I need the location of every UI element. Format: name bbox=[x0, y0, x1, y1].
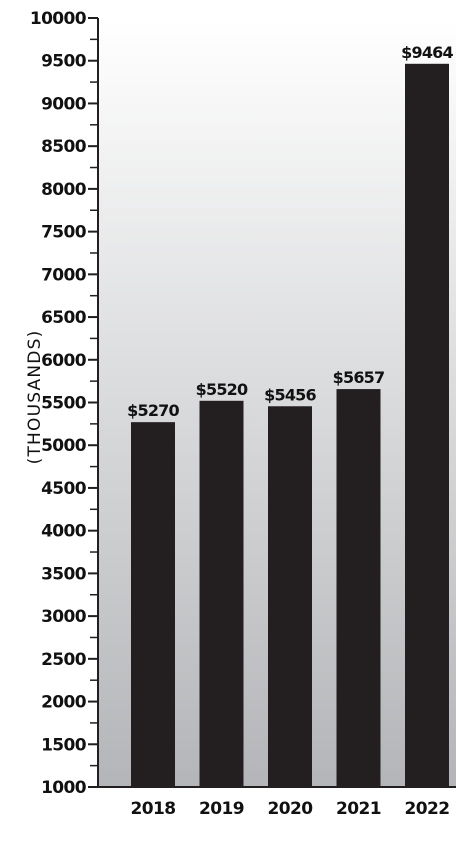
y-tick-label-10000: 10000 bbox=[30, 9, 87, 29]
y-tick-label-3000: 3000 bbox=[41, 607, 87, 627]
y-tick-label-9500: 9500 bbox=[41, 52, 87, 72]
bars-group: $5270 $5520 $5456 $5657 $9464 bbox=[127, 43, 454, 788]
x-tick-label-2021: 2021 bbox=[336, 799, 381, 819]
data-label-2021: $5657 bbox=[333, 368, 385, 387]
y-tick-label-7000: 7000 bbox=[41, 265, 87, 285]
data-label-2020: $5456 bbox=[264, 385, 316, 404]
bar-2019 bbox=[199, 400, 244, 787]
y-tick-label-8500: 8500 bbox=[41, 137, 87, 157]
y-tick-label-2000: 2000 bbox=[41, 693, 87, 713]
y-tick-label-7500: 7500 bbox=[41, 223, 87, 243]
y-tick-label-4000: 4000 bbox=[41, 522, 87, 542]
bar-2018 bbox=[131, 422, 175, 787]
y-axis-title: (THOUSANDS) bbox=[25, 330, 45, 465]
y-tick-label-3500: 3500 bbox=[41, 564, 87, 584]
y-tick-label-8000: 8000 bbox=[41, 180, 87, 200]
y-tick-label-9000: 9000 bbox=[41, 94, 87, 114]
x-tick-label-2018: 2018 bbox=[131, 799, 176, 819]
bar-2022 bbox=[405, 63, 449, 788]
data-label-2022: $9464 bbox=[401, 43, 453, 62]
data-label-2019: $5520 bbox=[196, 380, 248, 399]
y-tick-label-1000: 1000 bbox=[41, 778, 87, 798]
bar-2020 bbox=[268, 406, 312, 787]
bar-2021 bbox=[336, 389, 381, 787]
x-tick-label-2022: 2022 bbox=[405, 799, 450, 819]
y-tick-label-6000: 6000 bbox=[41, 351, 87, 371]
y-tick-label-1500: 1500 bbox=[41, 735, 87, 755]
x-tick-label-2019: 2019 bbox=[199, 799, 244, 819]
x-axis: 2018 2019 2020 2021 2022 bbox=[131, 799, 451, 819]
y-axis: 1000 1500 2000 2500 3000 3500 4000 4500 5000 5500… bbox=[30, 9, 456, 798]
data-label-2018: $5270 bbox=[127, 401, 179, 420]
y-tick-label-4500: 4500 bbox=[41, 479, 87, 499]
y-tick-label-6500: 6500 bbox=[41, 308, 87, 328]
x-tick-label-2020: 2020 bbox=[268, 799, 314, 819]
y-tick-label-5000: 5000 bbox=[41, 436, 87, 456]
y-tick-label-5500: 5500 bbox=[41, 394, 87, 414]
y-tick-label-2500: 2500 bbox=[41, 650, 87, 670]
